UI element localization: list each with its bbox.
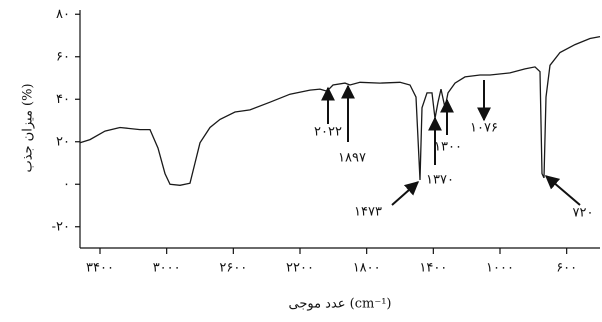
spectrum-line [79, 35, 601, 186]
annotation: ۲۰۲۲ [314, 125, 342, 140]
annotation: ۷۲۰ [573, 206, 594, 221]
x-tick-label: ۶۰۰ [556, 261, 577, 276]
annotation-arrow [544, 175, 581, 206]
annotation: ۱۰۷۶ [470, 121, 498, 136]
x-tick-label: ۱۴۰۰ [419, 261, 447, 276]
x-tick-label: ۲۲۰۰ [286, 261, 314, 276]
x-axis-label: عدد موجی (cm⁻¹) [288, 297, 391, 312]
x-tick-label: ۳۴۰۰ [86, 261, 114, 276]
y-tick-label: ۲۰ [56, 134, 70, 149]
x-tick-label: ۱۸۰۰ [353, 261, 381, 276]
y-axis-label: میزان جذب (%) [21, 83, 36, 172]
y-tick-label: ۰ [63, 177, 70, 192]
annotation: ۱۸۹۷ [338, 151, 366, 166]
annotation: ۱۴۷۳ [354, 205, 382, 220]
annotation: ۱۳۰۰ [434, 140, 462, 155]
x-tick-label: ۳۰۰۰ [153, 261, 181, 276]
y-tick-label: ۸۰ [56, 7, 70, 22]
annotation: ۱۳۷۰ [426, 173, 454, 188]
x-tick-label: ۲۶۰۰ [219, 261, 247, 276]
x-tick-label: ۱۰۰۰ [486, 261, 514, 276]
y-tick-label: ۴۰ [56, 92, 70, 107]
y-tick-label: ۶۰ [56, 49, 70, 64]
y-tick-label: -۲۰ [52, 219, 70, 234]
annotation-arrow [391, 181, 420, 206]
